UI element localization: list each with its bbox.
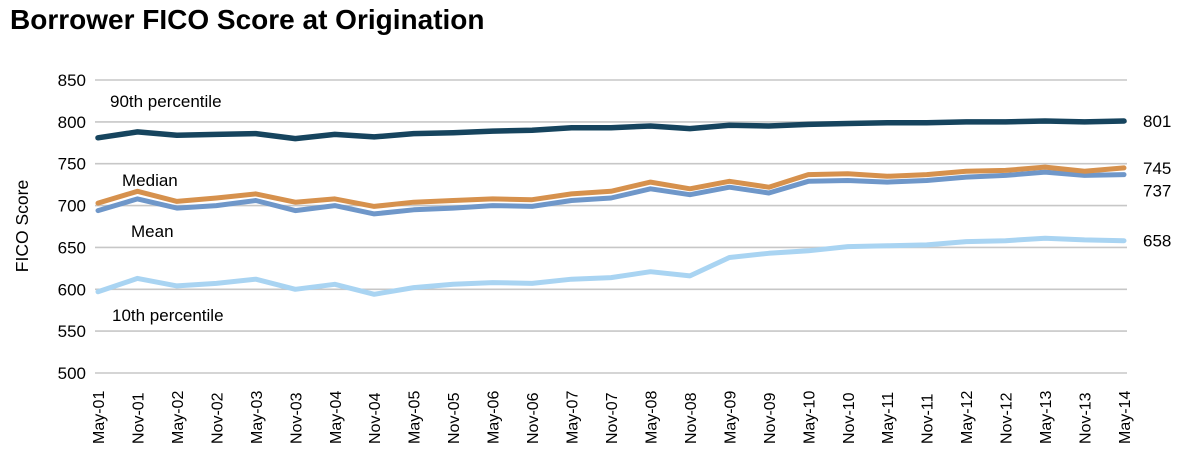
y-tick-label: 850 <box>58 71 86 90</box>
x-tick-label: May-02 <box>170 391 187 444</box>
x-tick-label: Nov-06 <box>525 392 542 444</box>
x-tick-label: Nov-07 <box>604 392 621 444</box>
x-tick-label: Nov-10 <box>841 392 858 444</box>
series-label-median: Median <box>122 171 178 190</box>
x-tick-label: May-05 <box>407 391 424 444</box>
x-tick-label: May-08 <box>644 391 661 444</box>
series-label-90th-percentile: 90th percentile <box>110 92 222 111</box>
x-tick-label: Nov-12 <box>999 392 1016 444</box>
x-tick-label: May-14 <box>1117 391 1134 444</box>
x-tick-label: Nov-02 <box>209 392 226 444</box>
x-tick-label: May-04 <box>328 391 345 444</box>
x-tick-label: May-03 <box>249 391 266 444</box>
series-label-10th-percentile: 10th percentile <box>112 306 224 325</box>
end-value-label-90th-percentile: 801 <box>1143 112 1171 131</box>
x-tick-label: May-06 <box>486 391 503 444</box>
end-value-label-10th-percentile: 658 <box>1143 232 1171 251</box>
y-tick-label: 750 <box>58 155 86 174</box>
series-line-10th-percentile <box>95 235 1127 297</box>
y-tick-label: 800 <box>58 113 86 132</box>
end-value-label-median: 745 <box>1143 159 1171 178</box>
x-tick-label: May-07 <box>565 391 582 444</box>
series-label-mean: Mean <box>131 222 174 241</box>
x-tick-label: Nov-01 <box>131 392 148 444</box>
x-tick-label: Nov-11 <box>920 394 937 444</box>
y-tick-label: 550 <box>58 322 86 341</box>
y-tick-label: 500 <box>58 364 86 383</box>
x-tick-label: May-09 <box>722 391 739 444</box>
x-tick-label: Nov-13 <box>1078 392 1095 444</box>
y-tick-label: 650 <box>58 238 86 257</box>
y-tick-label: 700 <box>58 197 86 216</box>
x-tick-label: May-10 <box>801 391 818 444</box>
x-tick-label: Nov-04 <box>367 392 384 444</box>
x-tick-label: May-12 <box>959 391 976 444</box>
x-tick-label: Nov-03 <box>288 392 305 444</box>
end-value-label-mean: 737 <box>1143 182 1171 201</box>
series-line-90th-percentile <box>95 118 1127 142</box>
x-tick-label: May-11 <box>880 392 897 444</box>
x-tick-label: Nov-08 <box>683 392 700 444</box>
x-tick-label: May-01 <box>91 391 108 444</box>
y-tick-label: 600 <box>58 280 86 299</box>
x-tick-label: Nov-09 <box>762 392 779 444</box>
chart-title: Borrower FICO Score at Origination <box>10 4 485 35</box>
x-tick-label: May-13 <box>1038 391 1055 444</box>
series-line-median <box>95 164 1127 209</box>
x-tick-label: Nov-05 <box>446 392 463 444</box>
series-line-mean <box>95 169 1127 217</box>
